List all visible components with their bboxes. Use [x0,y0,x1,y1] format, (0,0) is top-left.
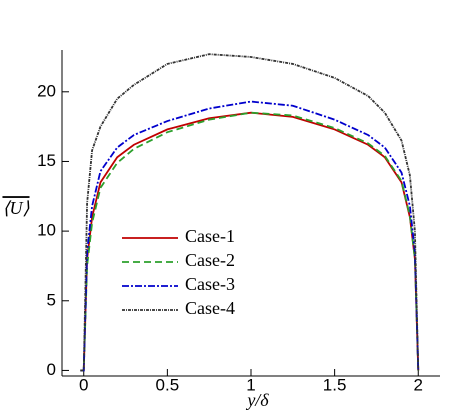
x-tick-label: 2 [414,375,423,394]
legend-label: Case-1 [185,226,235,246]
y-tick-label: 0 [47,360,56,379]
series-line [80,53,420,372]
x-tick-label: 0 [79,375,88,394]
legend-label: Case-4 [185,298,235,318]
y-axis-label: ⟨U⟩ [2,198,29,218]
series-line [80,111,420,372]
legend-label: Case-3 [185,274,235,294]
y-tick-label: 20 [37,81,56,100]
y-tick-label: 15 [37,151,56,170]
x-tick-label: 1 [246,375,255,394]
x-axis-label: y/δ [245,390,269,410]
legend-label: Case-2 [185,250,235,270]
y-tick-label: 5 [47,290,56,309]
x-tick-label: 1.5 [323,375,347,394]
y-tick-label: 10 [37,221,56,240]
series-line [80,100,420,372]
x-tick-label: 0.5 [156,375,180,394]
